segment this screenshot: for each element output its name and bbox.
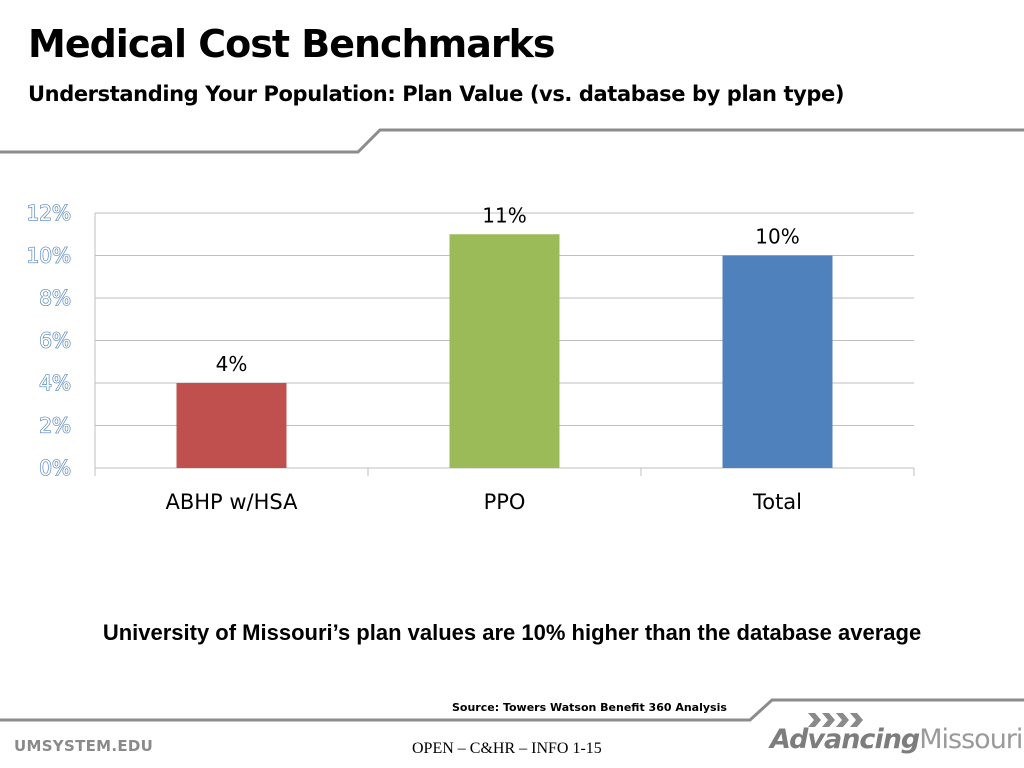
slide-subtitle: Understanding Your Population: Plan Valu… bbox=[28, 82, 845, 106]
x-category-label: PPO bbox=[484, 490, 526, 514]
bar bbox=[449, 234, 560, 468]
y-tick-label: 6% bbox=[39, 329, 71, 353]
bar bbox=[722, 255, 833, 468]
logo-word-missouri: Missouri bbox=[919, 724, 1023, 755]
slide-title: Medical Cost Benchmarks bbox=[28, 22, 555, 66]
y-tick-label: 10% bbox=[27, 244, 71, 268]
bar-chart: 0% 2% 4% 6% 8% 10% 12% 4% ABHP w/HSA 11% PPO 10% Tot… bbox=[26, 200, 915, 514]
source-note: Source: Towers Watson Benefit 360 Analys… bbox=[452, 701, 727, 714]
logo-text: AdvancingMissouri bbox=[770, 724, 1023, 755]
key-finding: University of Missouri’s plan values are… bbox=[102, 620, 922, 645]
data-label: 11% bbox=[482, 203, 526, 227]
document-classification: OPEN – C&HR – INFO 1-15 bbox=[412, 740, 602, 757]
umsystem-wordmark: UMSYSTEM.EDU bbox=[14, 737, 154, 755]
y-tick-label: 0% bbox=[39, 456, 71, 480]
y-tick-label: 4% bbox=[39, 371, 71, 395]
data-label: 4% bbox=[216, 352, 248, 376]
y-tick-label: 8% bbox=[39, 286, 71, 310]
data-label: 10% bbox=[755, 225, 799, 249]
y-tick-label: 2% bbox=[39, 414, 71, 438]
footer-rule bbox=[0, 698, 1024, 722]
bar bbox=[176, 383, 287, 468]
y-tick-label: 12% bbox=[27, 201, 71, 225]
x-category-label: ABHP w/HSA bbox=[165, 490, 298, 514]
logo-word-advancing: Advancing bbox=[770, 724, 920, 755]
chevrons-icon bbox=[808, 713, 863, 727]
header-rule bbox=[0, 128, 1024, 154]
advancing-missouri-logo: AdvancingMissouri bbox=[770, 712, 1023, 762]
x-category-label: Total bbox=[752, 490, 802, 514]
